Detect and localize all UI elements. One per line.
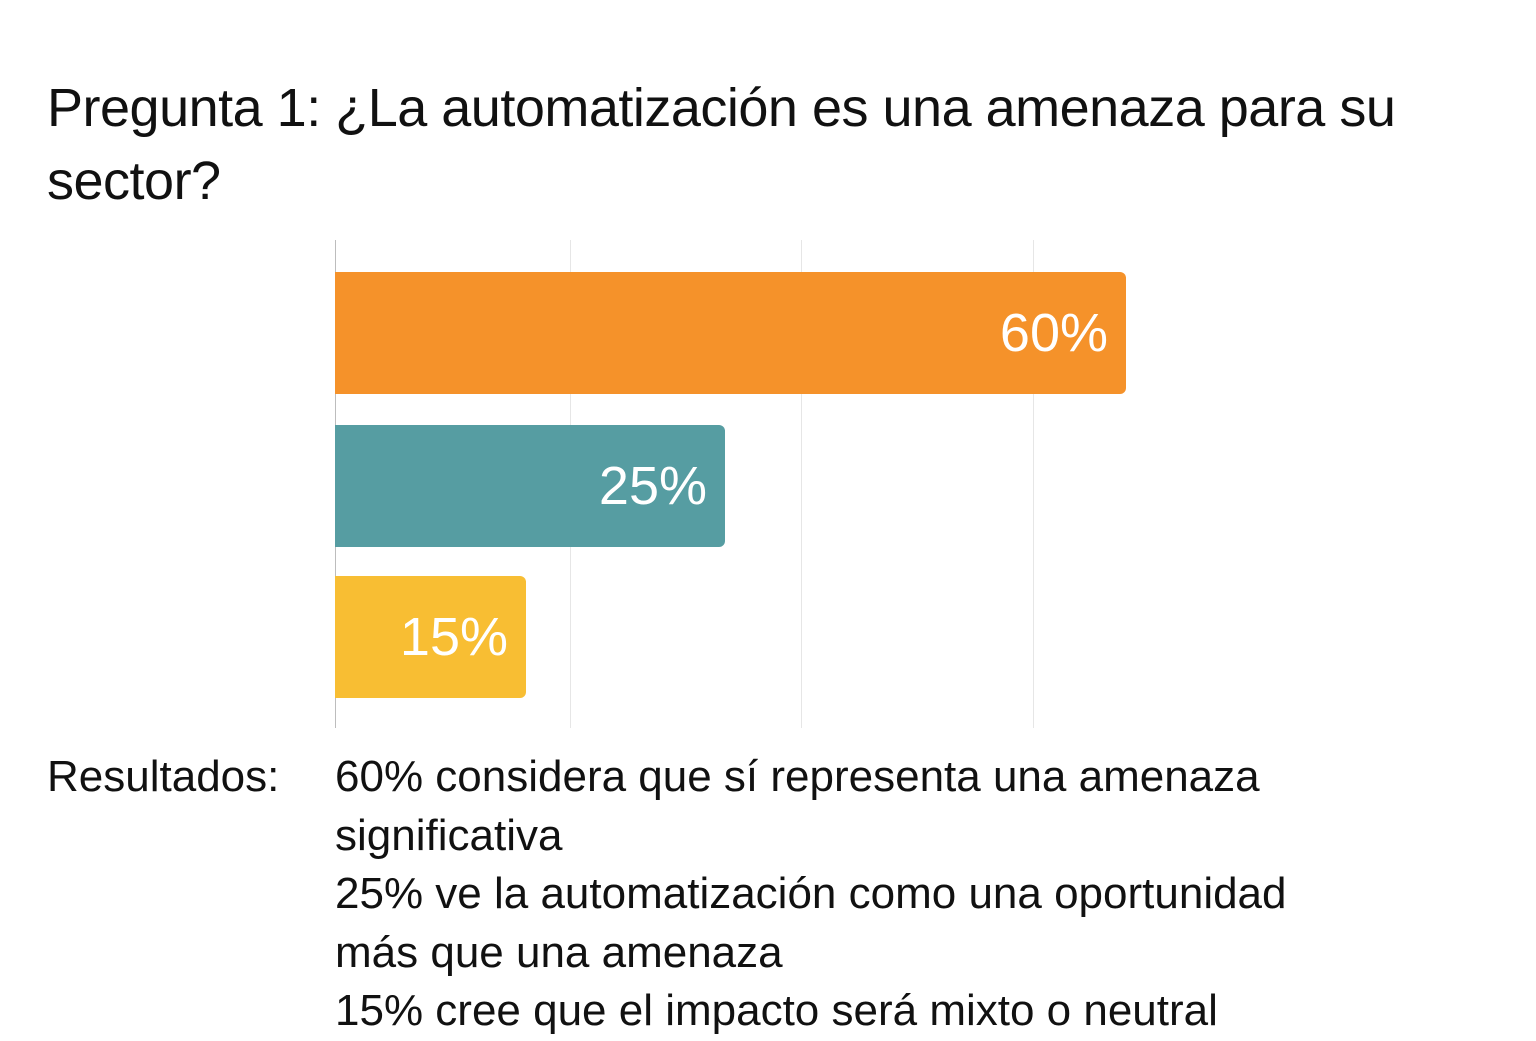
chart-title: Pregunta 1: ¿La automatización es una am… (47, 78, 1396, 211)
bar: 15% (335, 576, 526, 698)
data-label: 60% (999, 303, 1108, 363)
data-label: 25% (598, 456, 707, 516)
result-line: significativa (335, 810, 563, 860)
bar-chart-plot: 60% 25% 15% (335, 240, 1335, 728)
result-line: 60% considera que sí representa una amen… (335, 752, 1260, 801)
gridline (1033, 240, 1034, 728)
bar: 60% (335, 272, 1126, 394)
results-label: Resultados: (47, 752, 280, 801)
gridline (801, 240, 802, 728)
results-text: 60% considera que sí representa una amen… (335, 748, 1435, 1041)
result-line: 15% cree que el impacto será mixto o neu… (335, 986, 1218, 1035)
bar: 25% (335, 425, 725, 547)
data-label: 15% (399, 607, 508, 667)
result-line: más que una amenaza (335, 927, 783, 977)
result-line: 25% ve la automatización como una oportu… (335, 869, 1287, 918)
